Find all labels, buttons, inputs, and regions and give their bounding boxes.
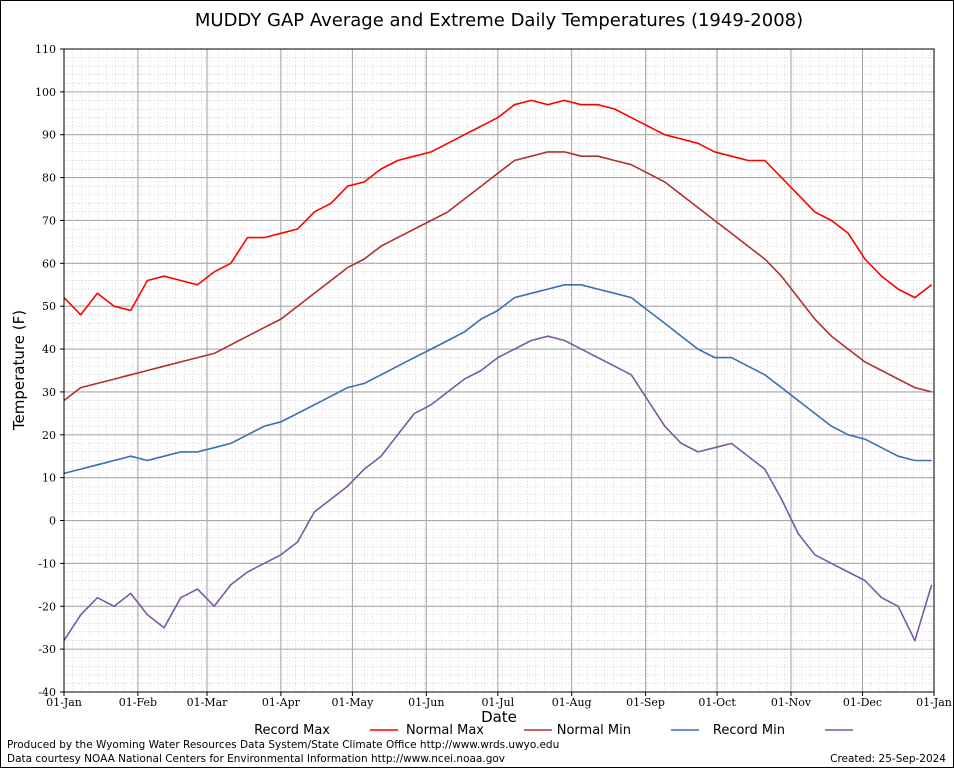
series-line-record-max xyxy=(63,99,933,316)
x-tick-label: 01-Apr xyxy=(262,696,301,709)
series-line-record-min xyxy=(63,335,933,642)
y-tick-label: 30 xyxy=(42,386,56,399)
y-tick-label: 60 xyxy=(42,257,56,270)
y-tick-label: -40 xyxy=(38,686,56,699)
y-tick-label: -30 xyxy=(38,643,56,656)
x-tick-label: 01-Oct xyxy=(698,696,736,709)
x-tick-label: 01-Jan xyxy=(46,696,82,709)
x-tick-label: 01-Aug xyxy=(552,696,592,709)
y-tick-label: 10 xyxy=(42,472,56,485)
x-tick-label: 01-Feb xyxy=(119,696,157,709)
x-tick-label: 01-May xyxy=(332,696,375,709)
x-tick-label: 01-Dec xyxy=(843,696,882,709)
y-axis: -40 -30 -20 -10 0 10 20 30 40 50 60 70 80 90 100 110 xyxy=(35,43,64,699)
footer-data-courtesy: Data courtesy NOAA National Centers for … xyxy=(7,753,506,765)
x-axis: 01-Jan 01-Feb 01-Mar 01-Apr 01-May 01-Jun 01-J… xyxy=(46,692,952,709)
x-tick-label: 01-Sep xyxy=(626,696,665,709)
x-tick-label: 01-Jul xyxy=(481,696,514,709)
y-tick-label: -10 xyxy=(38,557,56,570)
y-tick-label: 50 xyxy=(42,300,56,313)
y-tick-label: 40 xyxy=(42,343,56,356)
y-tick-label: 100 xyxy=(35,86,56,99)
legend-label-record-max: Record Max xyxy=(254,723,330,738)
y-tick-label: 20 xyxy=(42,429,56,442)
y-tick-label: 110 xyxy=(35,43,56,56)
legend-label-normal-min: Normal Min xyxy=(557,723,631,738)
series-line-normal-max xyxy=(63,151,932,402)
y-tick-label: -20 xyxy=(38,600,56,613)
legend-label-record-min: Record Min xyxy=(713,723,785,738)
legend: Record Max Normal Max Normal Min Record Min xyxy=(254,723,853,738)
y-tick-label: 0 xyxy=(49,515,56,528)
x-tick-label: 01-Jan xyxy=(916,696,952,709)
footer-produced-by: Produced by the Wyoming Water Resources … xyxy=(7,739,560,751)
y-axis-label: Temperature (F) xyxy=(10,310,28,431)
y-tick-label: 90 xyxy=(42,129,56,142)
series-line-normal-min xyxy=(63,283,932,475)
legend-label-normal-max: Normal Max xyxy=(406,723,484,738)
x-tick-label: 01-Mar xyxy=(187,696,229,709)
series-layer xyxy=(63,99,933,642)
plot-frame xyxy=(63,48,935,693)
y-tick-label: 80 xyxy=(42,172,56,185)
x-axis-label: Date xyxy=(481,708,517,726)
y-tick-label: 70 xyxy=(42,214,56,227)
chart-title: MUDDY GAP Average and Extreme Daily Temp… xyxy=(195,10,803,31)
x-tick-label: 01-Nov xyxy=(771,696,812,709)
minor-grid xyxy=(63,49,934,692)
footer-created: Created: 25-Sep-2024 xyxy=(830,753,946,765)
x-tick-label: 01-Jun xyxy=(408,696,444,709)
